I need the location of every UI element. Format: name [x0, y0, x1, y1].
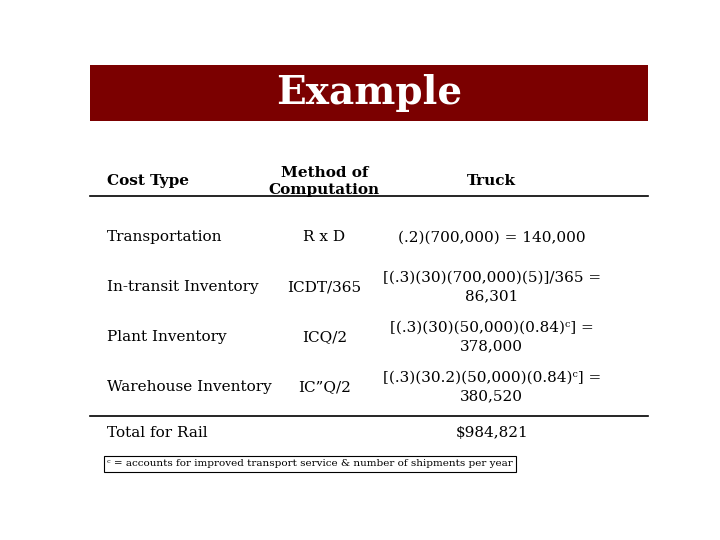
Text: Plant Inventory: Plant Inventory: [107, 330, 226, 344]
Text: ICQ/2: ICQ/2: [302, 330, 347, 344]
Text: R x D: R x D: [303, 231, 346, 245]
Text: Example: Example: [276, 74, 462, 112]
Text: ᶜ = accounts for improved transport service & number of shipments per year: ᶜ = accounts for improved transport serv…: [107, 460, 513, 469]
Text: $984,821: $984,821: [455, 426, 528, 440]
Text: In-transit Inventory: In-transit Inventory: [107, 280, 258, 294]
Text: (.2)(700,000) = 140,000: (.2)(700,000) = 140,000: [398, 231, 585, 245]
Text: IC”Q/2: IC”Q/2: [298, 380, 351, 394]
Text: [(.3)(30)(50,000)(0.84)ᶜ] =
378,000: [(.3)(30)(50,000)(0.84)ᶜ] = 378,000: [390, 321, 593, 353]
Text: Warehouse Inventory: Warehouse Inventory: [107, 380, 271, 394]
Text: [(.3)(30.2)(50,000)(0.84)ᶜ] =
380,520: [(.3)(30.2)(50,000)(0.84)ᶜ] = 380,520: [382, 371, 601, 403]
Text: Method of
Computation: Method of Computation: [269, 166, 380, 197]
Text: [(.3)(30)(700,000)(5)]/365 =
86,301: [(.3)(30)(700,000)(5)]/365 = 86,301: [383, 271, 600, 303]
Text: ICDT/365: ICDT/365: [287, 280, 361, 294]
Text: Total for Rail: Total for Rail: [107, 426, 207, 440]
Text: Transportation: Transportation: [107, 231, 222, 245]
Text: Truck: Truck: [467, 174, 516, 188]
Bar: [90, 65, 648, 121]
Text: Cost Type: Cost Type: [107, 174, 189, 188]
